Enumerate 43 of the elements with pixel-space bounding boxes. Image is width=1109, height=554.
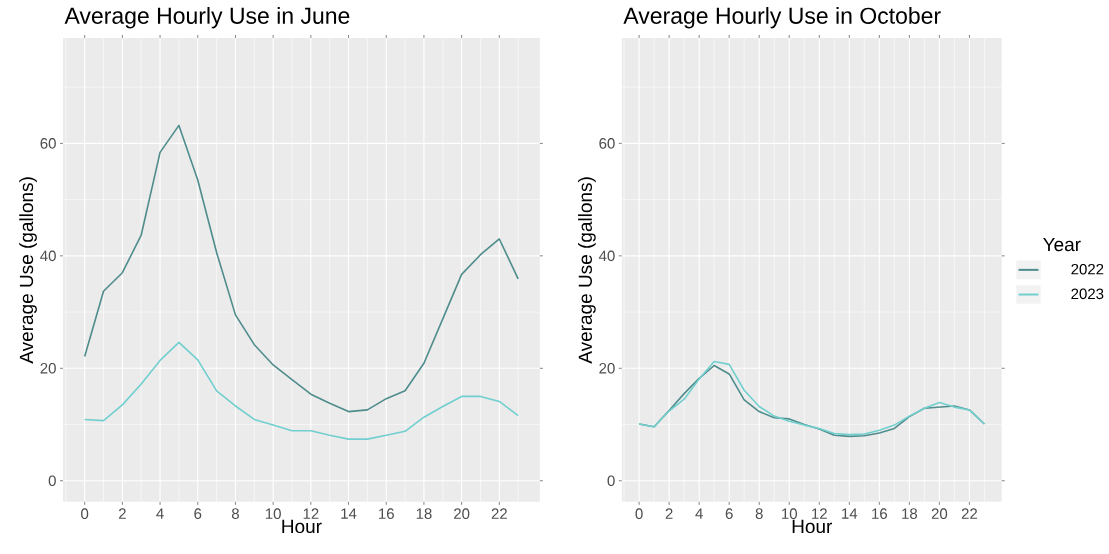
x-axis-title: Hour bbox=[792, 519, 833, 534]
legend-title: Year bbox=[1043, 238, 1081, 252]
y-tick-label: 20 bbox=[40, 363, 56, 374]
x-tick-label: 6 bbox=[725, 508, 733, 520]
x-tick-label: 8 bbox=[231, 508, 239, 520]
x-tick-label: 4 bbox=[156, 508, 164, 519]
x-tick-label: 14 bbox=[842, 508, 858, 519]
y-tick-label: 60 bbox=[40, 138, 56, 149]
y-tick-label: 0 bbox=[607, 475, 615, 487]
x-tick-label: 22 bbox=[491, 508, 507, 519]
x-tick-label: 14 bbox=[341, 508, 357, 519]
line-series bbox=[83, 341, 519, 441]
x-tick-label: 12 bbox=[303, 508, 319, 519]
x-axis-title: Hour bbox=[282, 519, 322, 534]
x-tick-label: 22 bbox=[961, 508, 978, 519]
x-tick-label: 10 bbox=[265, 508, 281, 520]
x-tick-label: 6 bbox=[194, 508, 202, 520]
y-tick-label: 20 bbox=[599, 363, 615, 374]
legend-label: 2022 bbox=[1071, 263, 1104, 275]
x-tick-label: 18 bbox=[416, 508, 432, 520]
line-series bbox=[83, 124, 519, 413]
x-tick-label: 4 bbox=[695, 508, 703, 519]
y-tick-label: 60 bbox=[599, 138, 615, 149]
x-tick-label: 2 bbox=[118, 508, 126, 519]
chart-title: Average Hourly Use in June bbox=[64, 7, 350, 29]
legend-label: 2023 bbox=[1071, 288, 1104, 300]
x-tick-label: 2 bbox=[665, 508, 673, 519]
x-tick-label: 0 bbox=[635, 508, 643, 520]
x-tick-label: 8 bbox=[755, 508, 763, 520]
x-tick-label: 16 bbox=[379, 508, 394, 520]
x-tick-label: 20 bbox=[931, 508, 948, 520]
x-tick-label: 0 bbox=[81, 508, 89, 520]
y-tick-label: 0 bbox=[48, 475, 56, 487]
y-tick-label: 40 bbox=[598, 250, 615, 262]
x-tick-label: 20 bbox=[454, 508, 470, 520]
y-axis-title: Average Use (gallons) bbox=[578, 177, 596, 364]
x-tick-label: 18 bbox=[902, 508, 918, 520]
x-tick-label: 16 bbox=[872, 508, 888, 520]
y-axis-title: Average Use (gallons) bbox=[19, 177, 37, 364]
y-tick-label: 40 bbox=[40, 250, 56, 262]
x-tick-label: 12 bbox=[812, 508, 827, 519]
x-tick-label: 10 bbox=[782, 508, 797, 520]
chart-title: Average Hourly Use in October bbox=[623, 7, 941, 29]
